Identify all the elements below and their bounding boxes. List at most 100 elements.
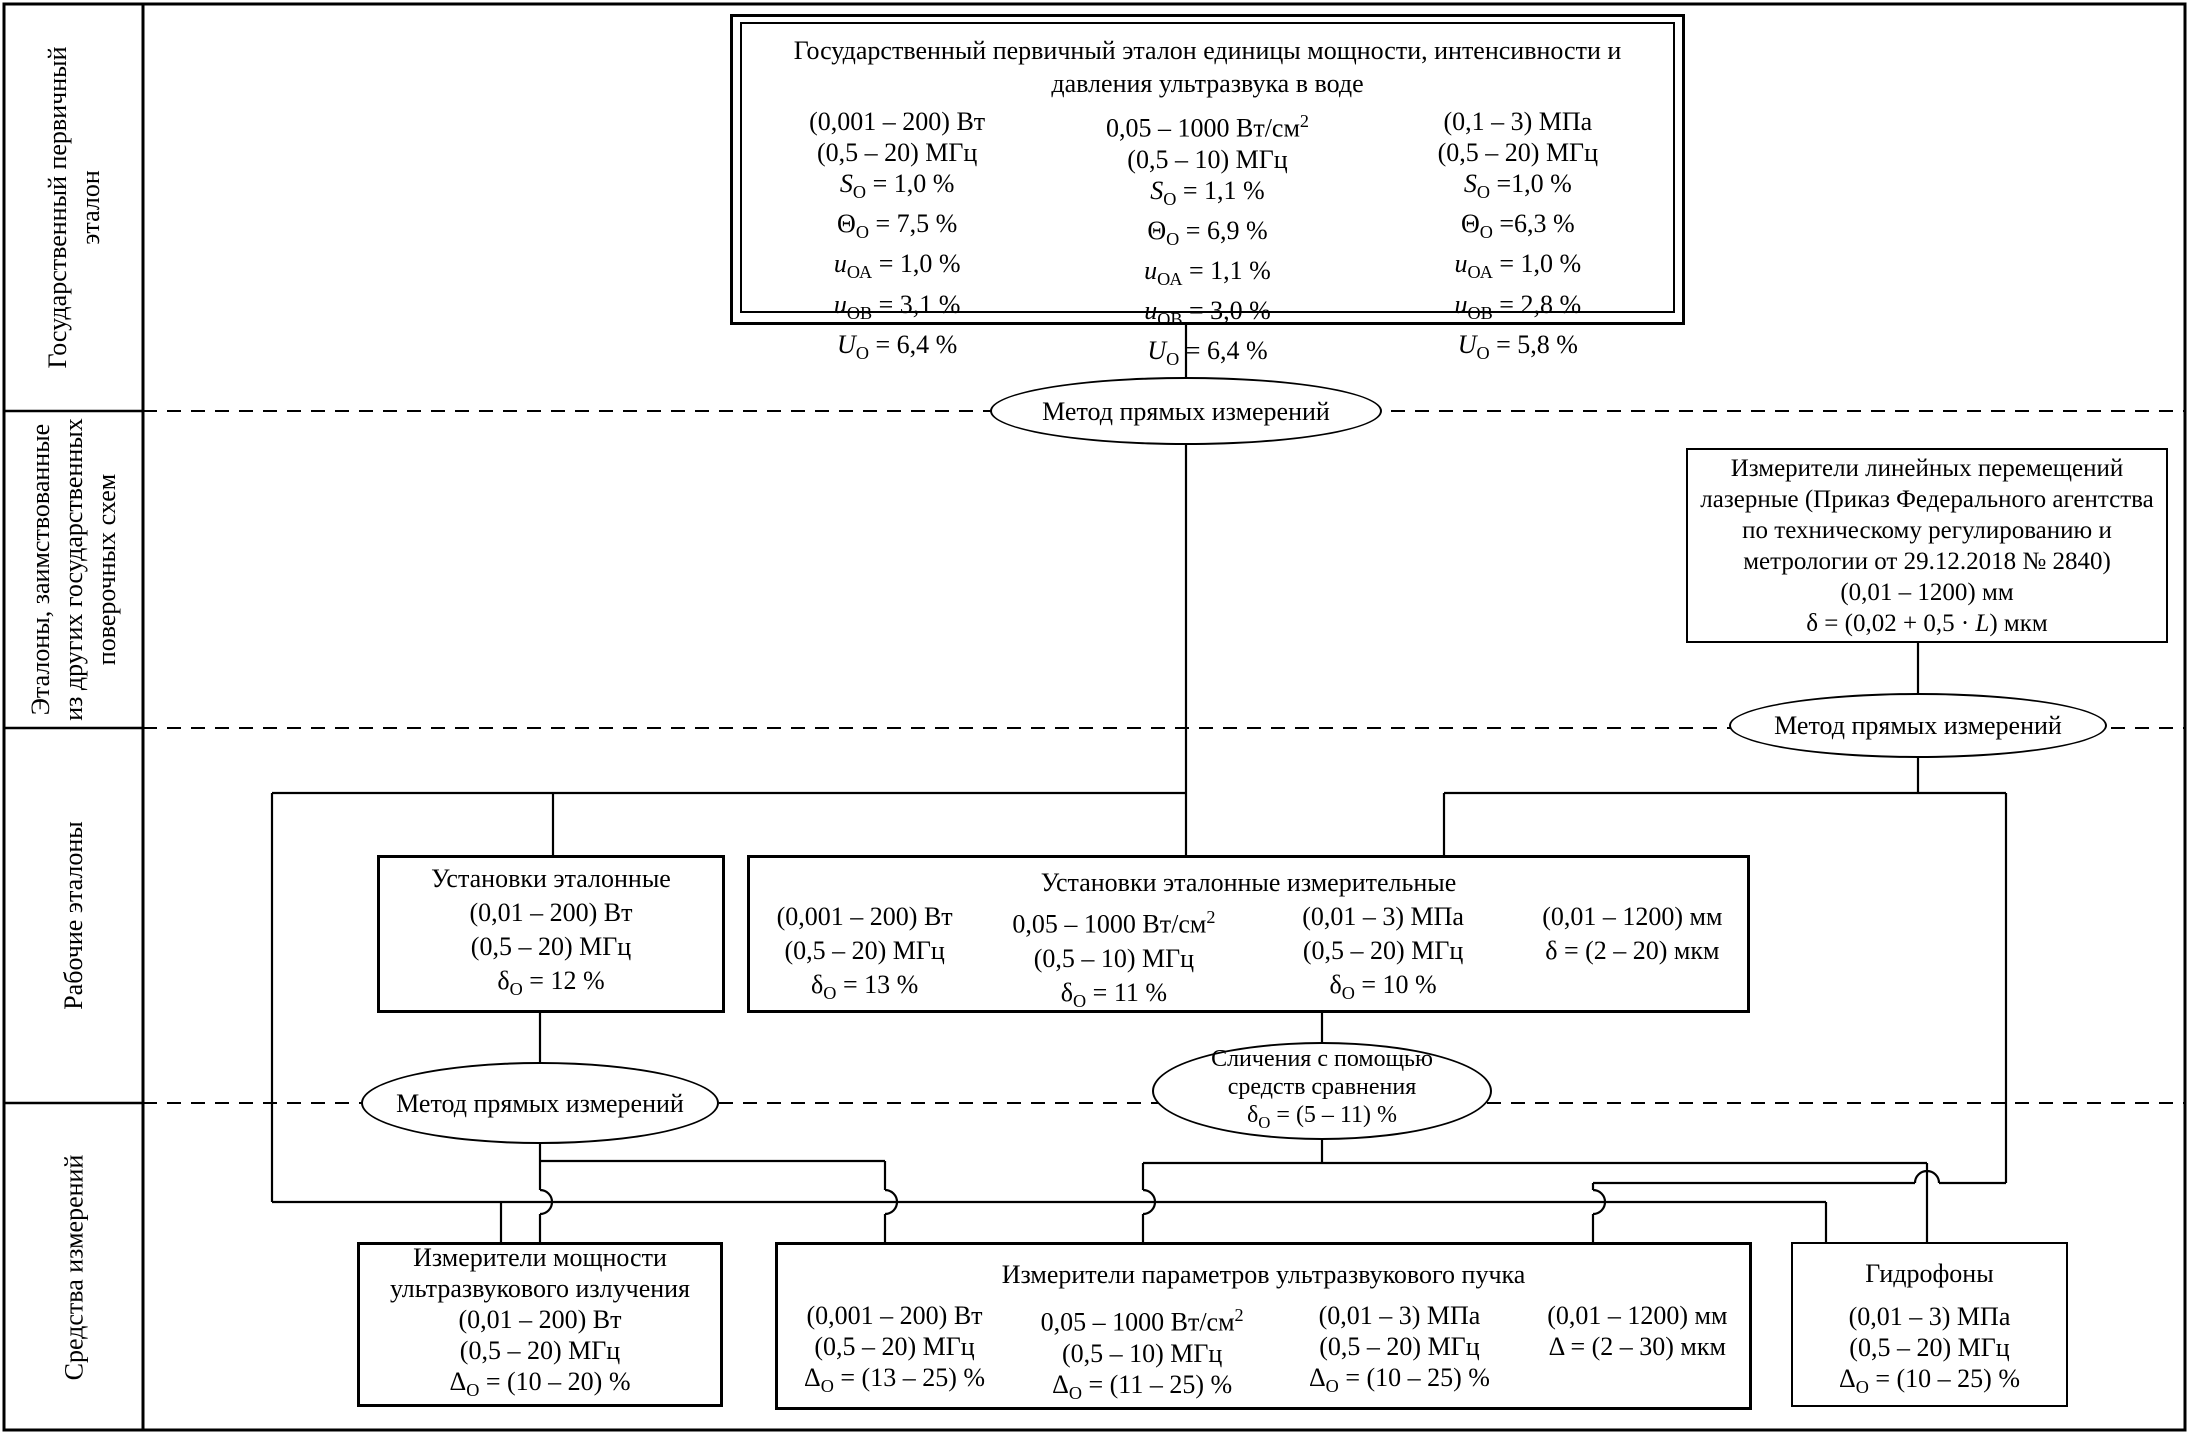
primary-standard-box: Государственный первичный эталон единицы… (730, 14, 1685, 370)
value-line: ΘО = 6,9 % (1147, 215, 1268, 250)
value-line: (0,5 – 20) МГц (1849, 1333, 2010, 1362)
box-title: Измерители параметров ультразвукового пу… (1001, 1260, 1526, 1289)
sidebar-label: Рабочие эталоны (59, 821, 88, 1010)
value-line: (0,5 – 20) МГц (1302, 936, 1464, 965)
reference-installations-box: Установки эталонные (0,01 – 200) Вт (0,5… (377, 855, 725, 1013)
laser-box-line: по техническому регулированию и (1742, 516, 2112, 544)
box-title: Измерители мощности (413, 1243, 667, 1273)
value-line: (0,5 – 20) МГц (814, 1332, 975, 1361)
laser-displacement-box: Измерители линейных перемещений лазерные… (1686, 448, 2168, 643)
value-line: δО = 10 % (1329, 970, 1437, 1004)
value-line: (0,01 – 3) МПа (1318, 1301, 1481, 1330)
box-title: Установки эталонные измерительные (1040, 868, 1457, 897)
value-line: uОА = 1,0 % (1454, 249, 1582, 283)
column-intensity: 0,05 – 1000 Вт/см2 (0,5 – 10) МГц δО = 1… (979, 900, 1248, 1018)
laser-box-line: (0,01 – 1200) мм (1840, 578, 2014, 606)
value-line: UО = 5,8 % (1457, 329, 1578, 363)
value-line: 0,05 – 1000 Вт/см2 (1105, 111, 1309, 143)
value-line: ΘО =6,3 % (1460, 209, 1575, 243)
value-line: uОА = 1,0 % (833, 249, 961, 283)
beam-parameter-meters-box: Измерители параметров ультразвукового пу… (775, 1242, 1752, 1410)
value-line: (0,01 – 3) МПа (1302, 902, 1464, 931)
sidebar-row-primary-standard: Государственный первичный эталон (4, 4, 143, 411)
value-line: (0,5 – 10) МГц (1033, 943, 1195, 973)
method-direct-ellipse-left: Метод прямых измерений (361, 1062, 719, 1144)
value-line: ΘО = 7,5 % (837, 209, 958, 243)
method-label: Метод прямых измерений (1042, 396, 1330, 426)
value-line: δО = 12 % (497, 965, 605, 1000)
primary-standard-title-line1: Государственный первичный эталон единицы… (793, 36, 1622, 65)
comparison-label-line: δО = (5 – 11) % (1246, 1102, 1398, 1132)
value-line: (0,5 – 10) МГц (1061, 1338, 1223, 1368)
method-direct-ellipse-top: Метод прямых измерений (990, 377, 1382, 445)
sidebar-row-working-standards: Рабочие эталоны (4, 728, 143, 1103)
method-label: Метод прямых измерений (1774, 711, 2062, 740)
value-line: 0,05 – 1000 Вт/см2 (1012, 907, 1216, 939)
primary-standard-title-line2: давления ультразвука в воде (1051, 69, 1364, 98)
laser-box-line: δ = (0,02 + 0,5 · L) мкм (1806, 609, 2048, 637)
value-line: ΔО = (10 – 20) % (449, 1367, 631, 1401)
value-line: (0,5 – 20) МГц (459, 1336, 621, 1366)
primary-standard-column-pressure: (0,1 – 3) МПа (0,5 – 20) МГц SО =1,0 % Θ… (1363, 106, 1673, 369)
comparison-label-line: Сличения с помощью (1211, 1046, 1433, 1073)
sidebar-label: Государственный первичный эталон (42, 46, 105, 369)
sidebar-row-borrowed-standards: Эталоны, заимствованные из других госуда… (4, 411, 143, 728)
value-line: δО = 11 % (1060, 977, 1168, 1011)
column-power: (0,001 – 200) Вт (0,5 – 20) МГц ΔО = (13… (778, 1300, 1011, 1402)
sidebar-label: Средства измерений (59, 1154, 89, 1381)
primary-standard-column-power: (0,001 – 200) Вт (0,5 – 20) МГц SО = 1,0… (742, 106, 1052, 369)
value-line: (0,001 – 200) Вт (806, 1301, 983, 1330)
column-displacement: (0,01 – 1200) мм Δ = (2 – 30) мкм (1526, 1300, 1749, 1362)
value-line: (0,001 – 200) Вт (776, 902, 953, 931)
column-power: (0,001 – 200) Вт (0,5 – 20) МГц δО = 13 … (750, 900, 979, 1010)
value-line: (0,01 – 200) Вт (469, 897, 633, 927)
value-line: ΔО = (10 – 25) % (1308, 1363, 1490, 1397)
box-title: Гидрофоны (1865, 1259, 1994, 1288)
value-line: uОВ = 3,0 % (1144, 296, 1271, 330)
box-title: ультразвукового излучения (389, 1274, 691, 1304)
connector-segments (270, 325, 2008, 1242)
sidebar-label: Эталоны, заимствованные из других госуда… (26, 418, 121, 721)
box-title: Установки эталонные (431, 863, 671, 893)
value-line: (0,01 – 3) МПа (1848, 1302, 2011, 1331)
method-direct-ellipse-right: Метод прямых измерений (1729, 693, 2107, 758)
value-line: (0,5 – 20) МГц (1437, 138, 1599, 167)
column-displacement: (0,01 – 1200) мм δ = (2 – 20) мкм (1518, 900, 1747, 968)
value-line: SО = 1,0 % (839, 169, 955, 203)
reference-measuring-columns: (0,001 – 200) Вт (0,5 – 20) МГц δО = 13 … (750, 900, 1747, 1018)
value-line: (0,5 – 20) МГц (784, 936, 945, 965)
primary-standard-inner-border: Государственный первичный эталон единицы… (740, 22, 1675, 370)
hydrophones-box: Гидрофоны (0,01 – 3) МПа (0,5 – 20) МГц … (1791, 1242, 2068, 1407)
value-line: (0,01 – 200) Вт (458, 1305, 622, 1335)
value-line: ΔО = (10 – 25) % (1838, 1364, 2020, 1398)
value-line: uОА = 1,1 % (1144, 256, 1271, 290)
value-line: (0,5 – 20) МГц (816, 138, 978, 167)
column-pressure: (0,01 – 3) МПа (0,5 – 20) МГц ΔО = (10 –… (1273, 1300, 1525, 1402)
value-line: UО = 6,4 % (837, 329, 958, 363)
value-line: SО = 1,1 % (1150, 175, 1265, 209)
value-line: δ = (2 – 20) мкм (1545, 936, 1720, 965)
value-line: ΔО = (13 – 25) % (804, 1363, 986, 1397)
value-line: δО = 13 % (811, 970, 919, 1004)
column-pressure: (0,01 – 3) МПа (0,5 – 20) МГц δО = 10 % (1249, 900, 1518, 1010)
value-line: UО = 6,4 % (1147, 336, 1268, 370)
value-line: (0,1 – 3) МПа (1443, 107, 1593, 136)
value-line: (0,01 – 1200) мм (1542, 902, 1723, 931)
reference-measuring-installations-box: Установки эталонные измерительные (0,001… (747, 855, 1750, 1013)
primary-standard-columns: (0,001 – 200) Вт (0,5 – 20) МГц SО = 1,0… (742, 106, 1673, 376)
value-line: (0,01 – 1200) мм (1547, 1301, 1728, 1330)
comparison-method-ellipse: Сличения с помощью средств сравнения δО … (1152, 1042, 1492, 1140)
sidebar-row-measuring-instruments: Средства измерений (5, 1104, 144, 1432)
value-line: (0,001 – 200) Вт (809, 107, 986, 136)
primary-standard-column-intensity: 0,05 – 1000 Вт/см2 (0,5 – 10) МГц SО = 1… (1052, 106, 1362, 376)
laser-box-line: метрологии от 29.12.2018 № 2840) (1743, 547, 2111, 575)
power-meters-box: Измерители мощности ультразвукового излу… (357, 1242, 723, 1407)
value-line: (0,5 – 20) МГц (1319, 1332, 1480, 1361)
laser-box-line: Измерители линейных перемещений (1730, 454, 2124, 482)
value-line: ΔО = (11 – 25) % (1052, 1369, 1233, 1403)
laser-box-line: лазерные (Приказ Федерального агентства (1700, 485, 2154, 513)
line-hop-arcs (539, 1169, 1941, 1216)
